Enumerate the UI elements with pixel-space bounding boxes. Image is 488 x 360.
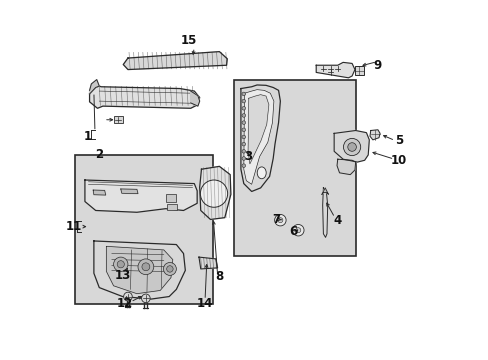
Text: 15: 15 <box>181 33 197 47</box>
Circle shape <box>274 215 285 226</box>
Text: 14: 14 <box>197 297 213 310</box>
Text: 2: 2 <box>95 148 103 161</box>
Circle shape <box>123 292 132 301</box>
Polygon shape <box>316 62 354 78</box>
Circle shape <box>166 266 173 272</box>
Polygon shape <box>85 180 197 212</box>
Circle shape <box>242 92 245 96</box>
Polygon shape <box>244 90 273 184</box>
Polygon shape <box>106 246 172 294</box>
Text: 7: 7 <box>272 213 280 226</box>
Circle shape <box>200 180 227 207</box>
Circle shape <box>138 259 153 275</box>
Circle shape <box>347 143 356 151</box>
Circle shape <box>242 164 245 167</box>
Circle shape <box>277 218 282 223</box>
Bar <box>167 204 177 211</box>
Polygon shape <box>321 188 328 194</box>
Circle shape <box>242 157 245 160</box>
Polygon shape <box>369 130 379 140</box>
Circle shape <box>142 294 150 303</box>
Bar <box>114 116 122 123</box>
Polygon shape <box>123 51 227 69</box>
Polygon shape <box>93 190 105 195</box>
Bar <box>75 155 213 304</box>
Circle shape <box>242 107 245 110</box>
Polygon shape <box>89 80 99 94</box>
Circle shape <box>242 142 245 146</box>
Text: 11: 11 <box>66 220 82 233</box>
Circle shape <box>242 135 245 139</box>
Text: 6: 6 <box>288 225 296 238</box>
Polygon shape <box>241 85 280 192</box>
Polygon shape <box>121 189 138 194</box>
Circle shape <box>295 228 300 233</box>
Polygon shape <box>199 257 217 269</box>
Circle shape <box>292 225 304 236</box>
Circle shape <box>242 121 245 125</box>
Text: 13: 13 <box>114 269 130 282</box>
Bar <box>233 80 355 256</box>
Text: 5: 5 <box>394 134 402 147</box>
Text: 12: 12 <box>116 297 132 310</box>
Ellipse shape <box>257 167 265 179</box>
Polygon shape <box>322 188 327 237</box>
Polygon shape <box>199 166 230 220</box>
Text: 10: 10 <box>390 154 406 167</box>
Bar <box>354 66 363 75</box>
Text: 1: 1 <box>83 130 91 144</box>
Circle shape <box>163 262 176 275</box>
Text: 4: 4 <box>333 214 341 227</box>
Polygon shape <box>94 241 185 299</box>
Polygon shape <box>247 95 268 164</box>
Circle shape <box>117 261 124 268</box>
Circle shape <box>242 114 245 117</box>
Bar <box>165 194 176 202</box>
Circle shape <box>113 257 128 271</box>
Circle shape <box>343 138 360 156</box>
Polygon shape <box>333 131 368 162</box>
Polygon shape <box>89 86 199 108</box>
Circle shape <box>242 149 245 153</box>
Polygon shape <box>190 91 199 106</box>
Circle shape <box>242 128 245 132</box>
Text: 8: 8 <box>215 270 223 283</box>
Circle shape <box>242 99 245 103</box>
Text: 3: 3 <box>244 150 252 163</box>
Circle shape <box>142 263 149 271</box>
Polygon shape <box>336 159 355 175</box>
Text: 9: 9 <box>372 59 381 72</box>
